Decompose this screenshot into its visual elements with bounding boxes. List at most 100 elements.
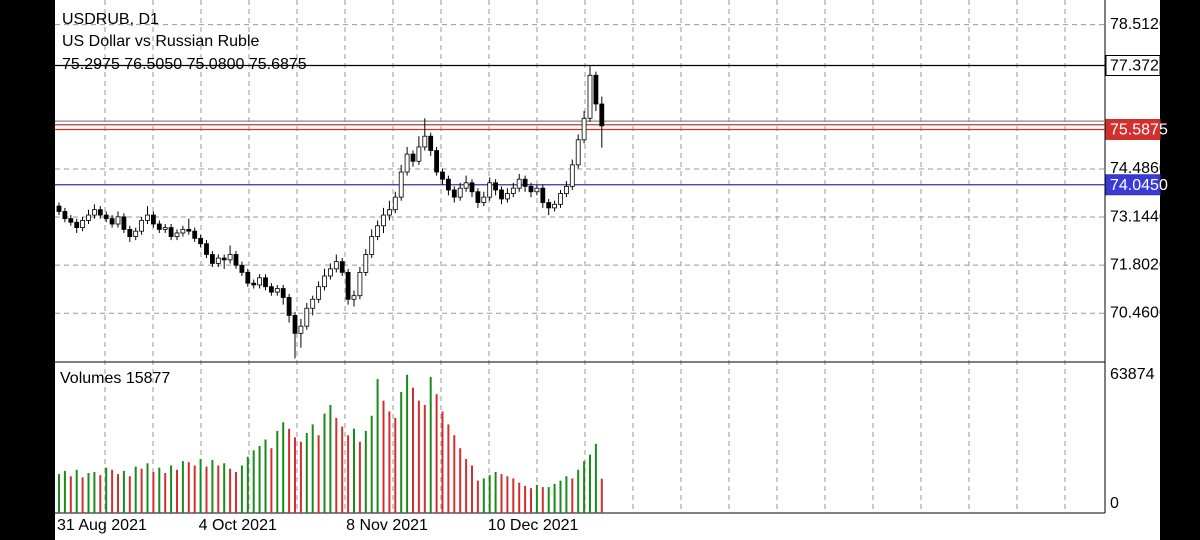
volume-title: Volumes 15877 bbox=[60, 370, 170, 387]
candle-body bbox=[133, 230, 139, 237]
candle-body bbox=[357, 271, 363, 297]
volume-bar bbox=[205, 466, 208, 513]
level-label: 77.3725 bbox=[1110, 58, 1168, 75]
x-tick-label: 4 Oct 2021 bbox=[199, 517, 277, 534]
candle-body bbox=[68, 218, 74, 223]
volume-bar bbox=[488, 475, 491, 513]
candle-body bbox=[292, 315, 298, 334]
level-label-box bbox=[1105, 174, 1161, 196]
volume-bar bbox=[128, 476, 131, 513]
candle-body bbox=[233, 254, 239, 266]
volume-bar bbox=[294, 437, 296, 513]
volume-tick-label: 0 bbox=[1110, 495, 1119, 512]
candle-body bbox=[540, 187, 546, 203]
volume-bar bbox=[583, 461, 586, 513]
volume-bar bbox=[412, 387, 414, 513]
candle-body bbox=[251, 282, 257, 286]
volume-bar bbox=[459, 448, 462, 513]
candle-body bbox=[115, 216, 121, 225]
candle-body bbox=[180, 228, 186, 234]
candle-body bbox=[263, 277, 268, 288]
candle-body bbox=[92, 209, 97, 216]
volume-bar bbox=[117, 474, 119, 513]
candle-body bbox=[546, 202, 552, 209]
volume-bar bbox=[441, 411, 444, 513]
volume-bar bbox=[541, 487, 544, 513]
volume-bar bbox=[75, 469, 78, 513]
volume-bar bbox=[235, 471, 237, 513]
volume-bar bbox=[435, 394, 438, 513]
description: US Dollar vs Russian Ruble bbox=[62, 33, 260, 50]
volume-bar bbox=[93, 471, 96, 513]
volume-bar bbox=[111, 469, 114, 513]
volume-bar bbox=[258, 446, 261, 513]
candle-body bbox=[528, 185, 534, 193]
volume-bar bbox=[187, 462, 190, 513]
candle-body bbox=[139, 220, 145, 232]
volume-bar bbox=[453, 435, 456, 513]
volume-bar bbox=[299, 441, 302, 513]
candle-body bbox=[74, 221, 80, 228]
candle-body bbox=[227, 254, 233, 261]
candle-body bbox=[440, 171, 445, 180]
volume-bar bbox=[311, 424, 314, 513]
candle-body bbox=[410, 153, 416, 162]
volume-bar bbox=[518, 482, 521, 513]
volume-bar bbox=[471, 465, 473, 513]
candle-body bbox=[174, 232, 180, 237]
volume-bar bbox=[317, 435, 320, 513]
volume-bar bbox=[400, 392, 403, 513]
volume-bar bbox=[512, 478, 515, 513]
y-tick-label: 73.1440 bbox=[1110, 208, 1168, 225]
candle-body bbox=[599, 103, 605, 127]
level-label: 74.0450 bbox=[1110, 177, 1168, 194]
volume-bar bbox=[406, 374, 409, 513]
candle-body bbox=[257, 277, 263, 286]
x-tick-label: 8 Nov 2021 bbox=[346, 517, 428, 534]
volume-bar bbox=[134, 466, 137, 513]
candle-body bbox=[481, 196, 487, 203]
level-label-box bbox=[1105, 55, 1161, 77]
volume-bar bbox=[99, 475, 102, 513]
candle-body bbox=[534, 187, 540, 193]
volume-bar bbox=[535, 484, 538, 513]
volume-bar bbox=[571, 478, 574, 513]
volume-bar bbox=[530, 488, 532, 513]
volume-bar bbox=[140, 468, 143, 513]
candle-body bbox=[369, 236, 375, 255]
candle-body bbox=[62, 211, 68, 220]
candle-body bbox=[351, 295, 357, 300]
volume-bar bbox=[394, 417, 397, 513]
volume-bar bbox=[240, 465, 243, 513]
volume-bar bbox=[358, 441, 361, 513]
volume-tick-label: 63874 bbox=[1110, 366, 1155, 383]
volume-bar bbox=[282, 422, 285, 513]
candle-body bbox=[416, 146, 422, 162]
candle-body bbox=[245, 271, 251, 284]
volume-bar bbox=[347, 435, 350, 513]
volume-bar bbox=[500, 474, 503, 513]
volume-bar bbox=[211, 460, 214, 513]
candle-body bbox=[274, 288, 280, 293]
x-tick-label: 10 Dec 2021 bbox=[488, 517, 579, 534]
candle-body bbox=[97, 209, 103, 216]
candle-body bbox=[156, 223, 162, 230]
volume-bar bbox=[246, 456, 249, 513]
volume-bar bbox=[264, 439, 267, 513]
chart-background bbox=[55, 0, 1160, 540]
candle-body bbox=[86, 214, 91, 221]
candle-body bbox=[469, 182, 475, 193]
volume-bar bbox=[494, 471, 497, 513]
candle-body bbox=[569, 164, 575, 187]
y-tick-label: 70.4600 bbox=[1110, 304, 1168, 321]
ohlc-text: 75.2975 76.5050 75.0800 75.6875 bbox=[62, 56, 307, 73]
level-label-box bbox=[1105, 118, 1161, 140]
candle-body bbox=[575, 139, 581, 166]
candle-body bbox=[333, 261, 339, 270]
volume-bar bbox=[565, 476, 568, 513]
y-tick-label: 78.5120 bbox=[1110, 16, 1168, 33]
candle-body bbox=[487, 182, 493, 198]
volume-bar bbox=[429, 376, 432, 513]
volume-bar bbox=[476, 480, 479, 513]
volume-bar bbox=[353, 428, 355, 513]
